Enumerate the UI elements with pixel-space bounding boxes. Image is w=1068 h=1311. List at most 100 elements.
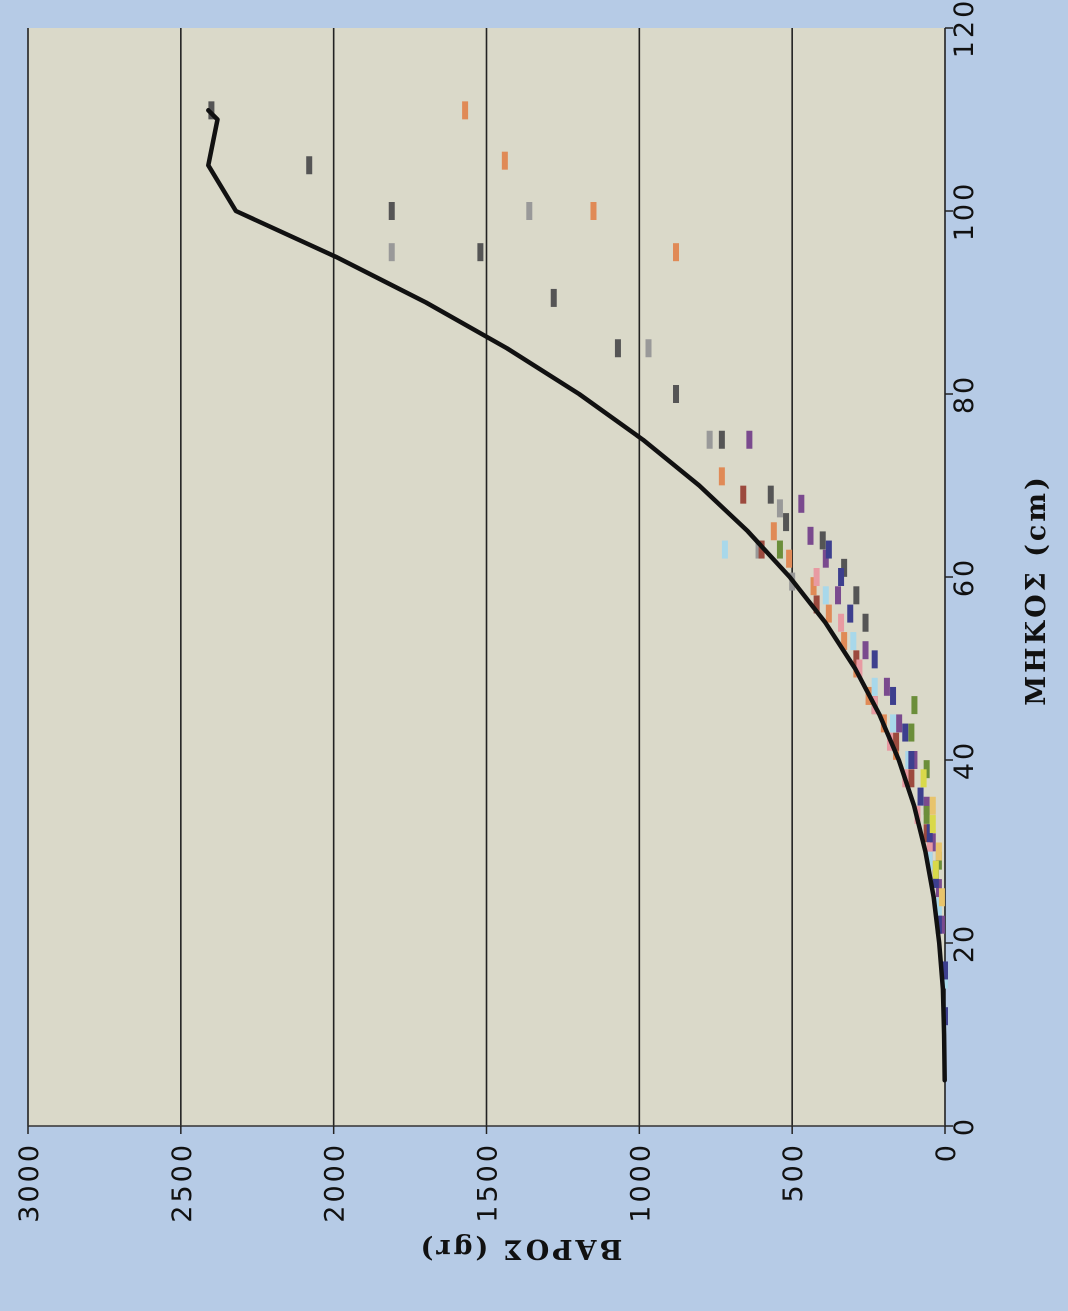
data-point xyxy=(706,430,713,449)
data-point xyxy=(908,769,915,788)
data-point xyxy=(917,787,924,806)
data-point xyxy=(926,851,933,870)
data-point xyxy=(935,879,942,898)
data-point xyxy=(942,970,948,989)
data-point xyxy=(896,714,903,733)
x-tick-label: 60 xyxy=(949,557,980,597)
y-tick-label: 500 xyxy=(778,1142,809,1203)
data-point xyxy=(911,696,918,715)
data-point xyxy=(590,202,597,220)
data-point xyxy=(883,677,890,696)
data-point xyxy=(740,485,747,504)
data-point xyxy=(388,243,395,262)
data-point xyxy=(813,595,820,614)
data-point xyxy=(856,659,863,678)
data-point xyxy=(935,851,942,870)
data-point xyxy=(862,613,869,632)
data-point xyxy=(822,586,829,605)
data-point xyxy=(850,632,857,651)
y-tick-label: 2500 xyxy=(167,1142,198,1223)
x-tick-label: 120 xyxy=(949,0,980,58)
data-point xyxy=(942,961,948,980)
y-tick-label: 3000 xyxy=(14,1142,45,1223)
data-point xyxy=(935,897,942,916)
data-point xyxy=(838,613,845,632)
data-point xyxy=(776,540,783,559)
data-point xyxy=(871,677,878,696)
x-tick-label: 0 xyxy=(949,1116,980,1136)
data-point xyxy=(462,101,469,120)
data-point xyxy=(673,385,680,403)
data-point xyxy=(718,467,725,486)
data-point xyxy=(825,604,832,623)
data-point xyxy=(807,526,814,545)
data-point xyxy=(746,430,753,449)
x-tick-label: 40 xyxy=(949,740,980,780)
data-point xyxy=(835,586,842,605)
x-tick-label: 100 xyxy=(949,181,980,242)
data-point xyxy=(477,243,484,262)
data-point xyxy=(853,586,860,605)
y-tick-label: 0 xyxy=(931,1142,962,1162)
data-point xyxy=(923,760,930,779)
data-point xyxy=(929,796,936,815)
data-point xyxy=(822,549,829,568)
data-point xyxy=(306,156,313,175)
data-point xyxy=(938,888,945,907)
data-point xyxy=(770,522,777,541)
data-point xyxy=(813,568,820,586)
data-point xyxy=(767,485,774,504)
x-tick-label: 20 xyxy=(949,923,980,963)
data-point xyxy=(819,531,826,550)
data-point xyxy=(926,824,933,843)
data-point xyxy=(550,288,557,307)
data-point xyxy=(853,650,860,669)
data-point xyxy=(893,732,900,751)
data-point xyxy=(755,540,762,559)
x-axis-ticks: 0 20 40 60 80 100 120 xyxy=(945,0,980,1136)
data-point xyxy=(825,540,832,559)
data-point xyxy=(841,632,848,651)
data-point xyxy=(932,869,939,888)
data-point xyxy=(673,243,680,262)
data-point xyxy=(929,815,936,834)
data-point xyxy=(929,833,936,852)
data-point xyxy=(786,549,793,568)
data-point xyxy=(926,842,933,861)
data-point xyxy=(838,568,845,586)
data-point xyxy=(841,558,848,577)
data-point xyxy=(645,339,652,358)
data-point xyxy=(890,714,897,733)
data-point xyxy=(935,842,942,861)
x-tick-label: 80 xyxy=(949,374,980,414)
data-point xyxy=(908,723,915,742)
data-point xyxy=(932,860,939,879)
data-point xyxy=(798,494,805,513)
y-tick-label: 1500 xyxy=(473,1142,504,1223)
y-axis-ticks: 0 500 1000 1500 2000 2500 3000 xyxy=(14,1126,962,1223)
data-point xyxy=(862,641,869,660)
data-point xyxy=(908,751,915,769)
x-axis-title: ΜΗΚΟΣ (cm) xyxy=(1021,474,1052,705)
data-point xyxy=(902,723,909,742)
data-point xyxy=(810,577,817,596)
y-tick-label: 2000 xyxy=(320,1142,351,1223)
data-point xyxy=(938,915,945,934)
data-point xyxy=(923,824,930,843)
data-point xyxy=(721,540,728,559)
y-axis-title: ΒΑΡΟΣ (gr) xyxy=(418,1233,623,1264)
data-point xyxy=(890,686,897,705)
data-point xyxy=(905,751,912,769)
data-point xyxy=(718,430,725,449)
data-point xyxy=(501,151,508,170)
fit-curve xyxy=(206,108,947,1083)
data-point xyxy=(911,751,918,769)
data-point xyxy=(614,339,621,358)
data-point xyxy=(847,604,854,623)
data-point xyxy=(920,769,927,788)
data-point xyxy=(923,796,930,815)
data-point xyxy=(776,499,783,518)
data-point xyxy=(923,805,930,824)
data-point xyxy=(783,513,790,532)
